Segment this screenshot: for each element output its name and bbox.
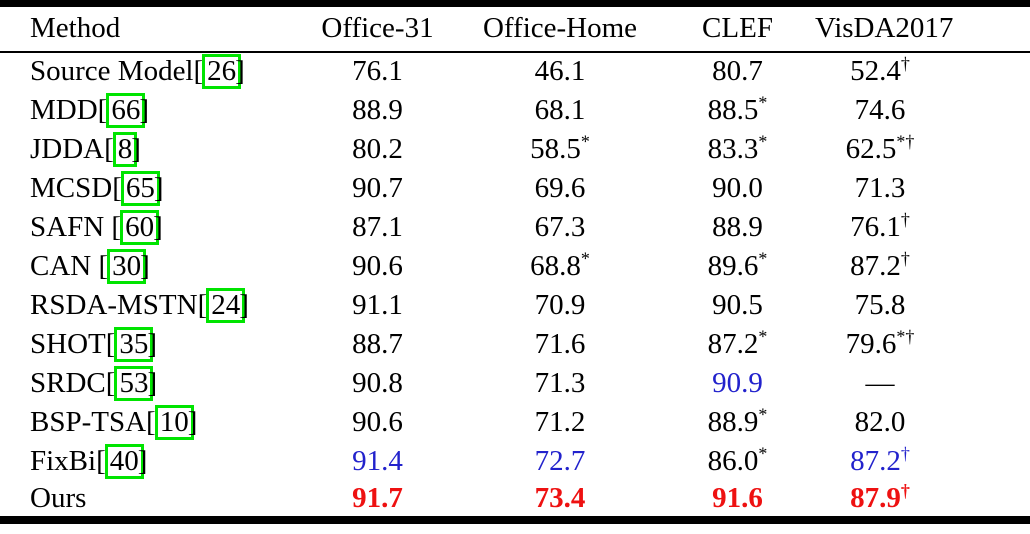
value-cell: 83.3* — [707, 130, 768, 165]
table-row: Source Model[26] 76.1 46.1 80.7 52.4† — [0, 52, 1030, 91]
table-row: SHOT[35] 88.7 71.6 87.2* 79.6*† — [0, 325, 1030, 364]
citation-link[interactable]: 10 — [154, 404, 194, 440]
value-cell: 91.1 — [352, 288, 403, 321]
column-header-visda2017: VisDA2017 — [815, 3, 1030, 53]
method-cell: SHOT[35] — [30, 326, 158, 362]
value-cell: 76.1† — [850, 208, 910, 243]
table-row: FixBi[40] 91.4 72.7 86.0* 87.2† — [0, 442, 1030, 481]
value-cell: 79.6*† — [845, 325, 915, 360]
column-header-method: Method — [0, 3, 295, 53]
value-cell: 46.1 — [534, 55, 586, 87]
table-row: Ours 91.7 73.4 91.6 87.9† — [0, 481, 1030, 520]
method-cell: Ours — [30, 481, 87, 514]
method-cell: Source Model[26] — [30, 54, 245, 89]
value-cell: 88.5* — [707, 91, 768, 126]
citation-link[interactable]: 8 — [112, 131, 138, 167]
value-cell: 90.0 — [712, 171, 763, 204]
value-cell: 88.9 — [712, 210, 763, 243]
value-cell: 90.9 — [712, 366, 763, 399]
citation-link[interactable]: 60 — [120, 209, 160, 245]
value-cell: 90.6 — [352, 405, 403, 438]
value-cell: 80.7 — [712, 55, 763, 87]
table-row: BSP-TSA[10] 90.6 71.2 88.9* 82.0 — [0, 403, 1030, 442]
method-cell: SRDC[53] — [30, 365, 158, 401]
value-cell: 71.2 — [534, 405, 586, 438]
value-cell: 86.0* — [707, 442, 768, 477]
value-cell: 90.7 — [352, 171, 403, 204]
value-cell: 71.6 — [534, 327, 586, 360]
method-cell: FixBi[40] — [30, 443, 148, 479]
value-cell: 71.3 — [854, 171, 906, 204]
value-cell: 91.7 — [352, 481, 403, 514]
value-cell: 89.6* — [707, 247, 768, 282]
method-cell: MCSD[65] — [30, 170, 164, 206]
value-cell: 91.4 — [352, 444, 403, 477]
citation-link[interactable]: 30 — [107, 248, 147, 284]
value-cell: 90.8 — [352, 366, 403, 399]
value-cell: 90.5 — [712, 288, 763, 321]
table-row: SRDC[53] 90.8 71.3 90.9 — — [0, 364, 1030, 403]
value-cell: 88.7 — [352, 327, 403, 360]
value-cell: 87.2† — [850, 442, 910, 477]
value-cell: 91.6 — [712, 481, 763, 514]
value-cell: 87.9† — [850, 479, 910, 514]
value-cell: 71.3 — [534, 366, 586, 399]
header-row: Method Office-31 Office-Home CLEF VisDA2… — [0, 3, 1030, 53]
value-cell: 62.5*† — [845, 130, 915, 165]
value-cell: 74.6 — [854, 93, 906, 126]
value-cell: 87.1 — [352, 210, 403, 243]
value-cell: 52.4† — [850, 53, 910, 87]
value-cell: — — [865, 366, 895, 399]
value-cell: 80.2 — [352, 132, 403, 165]
value-cell: 82.0 — [854, 405, 906, 438]
table-body: Source Model[26] 76.1 46.1 80.7 52.4† MDD[66]… — [0, 52, 1030, 520]
value-cell: 72.7 — [534, 444, 586, 477]
citation-link[interactable]: 53 — [114, 365, 154, 401]
column-header-officehome: Office-Home — [460, 3, 660, 53]
method-cell: SAFN [60] — [30, 209, 163, 245]
value-cell: 68.1 — [534, 93, 586, 126]
value-cell: 88.9* — [707, 403, 768, 438]
value-cell: 88.9 — [352, 93, 403, 126]
value-cell: 90.6 — [352, 249, 403, 282]
method-cell: JDDA[8] — [30, 131, 141, 167]
citation-link[interactable]: 65 — [120, 170, 160, 206]
citation-link[interactable]: 24 — [206, 287, 246, 323]
table-row: RSDA-MSTN[24] 91.1 70.9 90.5 75.8 — [0, 286, 1030, 325]
column-header-clef: CLEF — [660, 3, 815, 53]
column-header-office31: Office-31 — [295, 3, 460, 53]
value-cell: 73.4 — [534, 481, 586, 514]
citation-link[interactable]: 40 — [104, 443, 144, 479]
table-header: Method Office-31 Office-Home CLEF VisDA2… — [0, 3, 1030, 53]
citation-link[interactable]: 66 — [106, 92, 146, 128]
value-cell: 87.2* — [707, 325, 768, 360]
method-cell: MDD[66] — [30, 92, 150, 128]
table-row: CAN [30] 90.6 68.8* 89.6* 87.2† — [0, 247, 1030, 286]
method-cell: CAN [30] — [30, 248, 150, 284]
value-cell: 75.8 — [854, 288, 906, 321]
value-cell: 87.2† — [850, 247, 910, 282]
citation-link[interactable]: 26 — [202, 54, 242, 89]
method-cell: BSP-TSA[10] — [30, 404, 198, 440]
table-row: MDD[66] 88.9 68.1 88.5* 74.6 — [0, 91, 1030, 130]
value-cell: 76.1 — [352, 55, 403, 87]
value-cell: 69.6 — [534, 171, 586, 204]
value-cell: 67.3 — [534, 210, 586, 243]
table-row: JDDA[8] 80.2 58.5* 83.3* 62.5*† — [0, 130, 1030, 169]
value-cell: 58.5* — [530, 130, 590, 165]
value-cell: 68.8* — [530, 247, 590, 282]
value-cell: 70.9 — [534, 288, 586, 321]
table-row: MCSD[65] 90.7 69.6 90.0 71.3 — [0, 169, 1030, 208]
table-row: SAFN [60] 87.1 67.3 88.9 76.1† — [0, 208, 1030, 247]
method-cell: RSDA-MSTN[24] — [30, 287, 249, 323]
citation-link[interactable]: 35 — [114, 326, 154, 362]
